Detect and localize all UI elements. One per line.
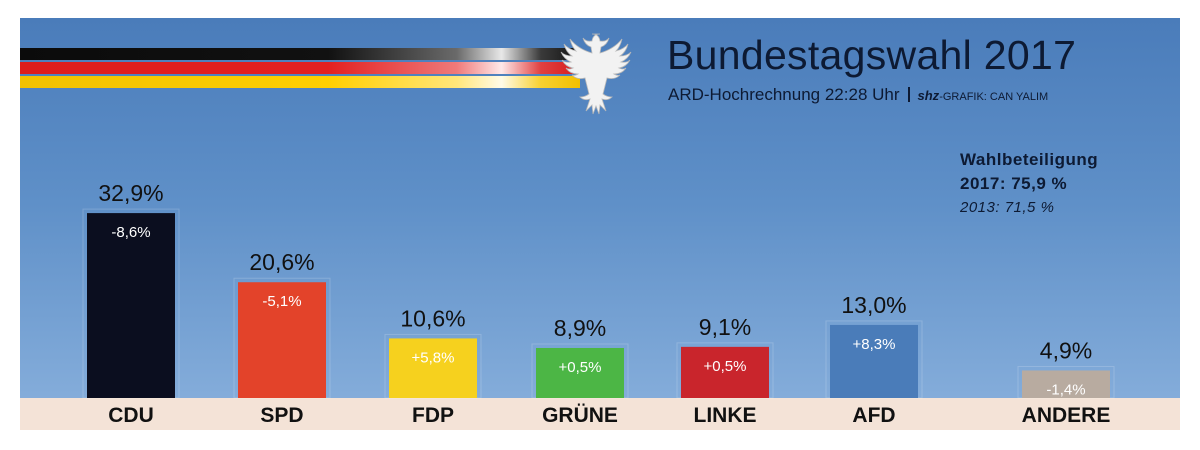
- brand-logo: shz: [917, 88, 940, 103]
- bar-cdu: [87, 213, 175, 398]
- change-label-fdp: +5,8%: [412, 349, 455, 366]
- category-label-afd: AFD: [852, 404, 895, 427]
- federal-eagle-icon: [560, 33, 632, 115]
- value-label-linke: 9,1%: [699, 314, 751, 340]
- change-label-gruene: +0,5%: [559, 359, 602, 376]
- value-label-gruene: 8,9%: [554, 315, 606, 341]
- chart-subtitle: ARD-Hochrechnung 22:28 Uhr shz-GRAFIK: CA…: [668, 85, 1048, 105]
- change-label-spd: -5,1%: [262, 293, 301, 310]
- category-label-fdp: FDP: [412, 404, 454, 427]
- chart-title: Bundestagswahl 2017: [667, 32, 1077, 78]
- bar-linke: [681, 346, 769, 398]
- turnout-box: Wahlbeteiligung 2017: 75,9 % 2013: 71,5 …: [960, 148, 1098, 220]
- category-label-andere: ANDERE: [1022, 404, 1111, 427]
- category-label-gruene: GRÜNE: [542, 404, 618, 427]
- graphic-credit: -GRAFIK: CAN YALIM: [939, 91, 1049, 103]
- turnout-label: Wahlbeteiligung: [960, 150, 1099, 169]
- value-label-afd: 13,0%: [841, 292, 906, 318]
- turnout-previous: 2013: 71,5 %: [960, 199, 1055, 216]
- chart-panel: Bundestagswahl 2017 ARD-Hochrechnung 22:…: [20, 18, 1180, 430]
- value-label-andere: 4,9%: [1040, 337, 1092, 363]
- turnout-current: 2017: 75,9 %: [960, 174, 1068, 193]
- category-band: [20, 398, 1180, 430]
- flag-stripe-gold: [20, 76, 580, 88]
- value-label-fdp: 10,6%: [400, 305, 465, 331]
- category-label-spd: SPD: [260, 404, 303, 427]
- bar-andere: [1022, 370, 1110, 398]
- subtitle-text: ARD-Hochrechnung 22:28 Uhr: [668, 85, 900, 104]
- value-label-cdu: 32,9%: [98, 180, 163, 206]
- flag-stripe-red: [20, 62, 580, 74]
- bar-afd: [830, 324, 918, 398]
- german-flag-banner: [20, 48, 580, 92]
- change-label-andere: -1,4%: [1046, 381, 1085, 398]
- bar-chart: 32,9% -8,6% CDU 20,6% -5,1% SPD 10,6% +5,8% FDP 8…: [82, 180, 1115, 427]
- bar-fdp: [389, 338, 477, 398]
- subtitle-separator: [907, 87, 910, 102]
- bar-spd: [238, 282, 326, 398]
- category-label-linke: LINKE: [694, 404, 757, 427]
- flag-stripe-black: [20, 48, 580, 60]
- change-label-cdu: -8,6%: [111, 224, 150, 241]
- change-label-afd: +8,3%: [853, 336, 896, 353]
- value-label-spd: 20,6%: [249, 249, 314, 275]
- bar-gruene: [536, 347, 624, 398]
- change-label-linke: +0,5%: [704, 358, 747, 375]
- category-label-cdu: CDU: [108, 404, 154, 427]
